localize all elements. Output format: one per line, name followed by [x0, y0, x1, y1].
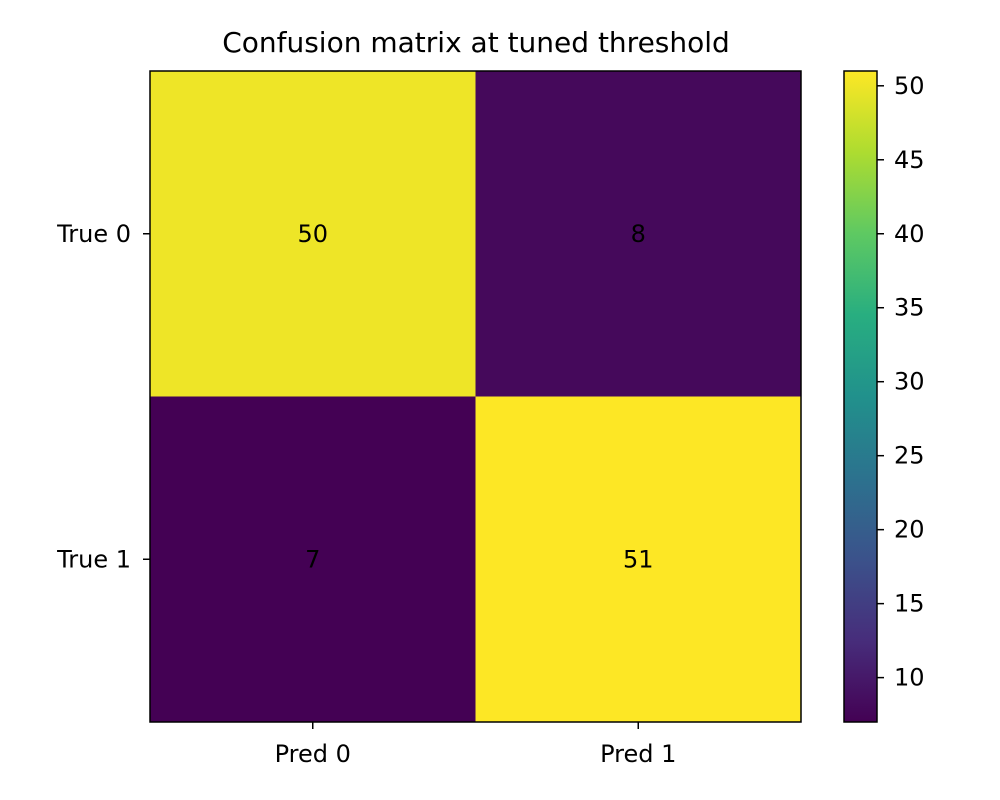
y-tick-label: True 1	[56, 545, 131, 573]
colorbar-axis: 10 15 20 25 30 35 40 45 50	[877, 72, 925, 692]
colorbar-tick-label: 50	[894, 72, 925, 100]
x-axis: Pred 0 Pred 1	[275, 722, 676, 768]
cell-value-label: 7	[305, 545, 320, 573]
colorbar-tick-label: 45	[894, 146, 925, 174]
y-tick-label: True 0	[56, 220, 131, 248]
heatmap-cell	[475, 71, 802, 397]
heatmap-cell	[150, 71, 476, 397]
chart-title: Confusion matrix at tuned threshold	[222, 26, 730, 59]
plot-frame	[149, 70, 802, 723]
heatmap-cells: 50 8 7 51	[150, 71, 802, 723]
colorbar-tick-label: 20	[894, 516, 925, 544]
heatmap-cell	[150, 396, 476, 723]
colorbar	[843, 70, 878, 723]
colorbar-tick-label: 30	[894, 368, 925, 396]
cell-value-label: 8	[631, 220, 646, 248]
cell-value-label: 51	[623, 545, 654, 573]
colorbar-tick-label: 10	[894, 664, 925, 692]
colorbar-tick-label: 25	[894, 442, 925, 470]
colorbar-tick-label: 15	[894, 590, 925, 618]
x-tick-label: Pred 0	[275, 740, 351, 768]
y-axis: True 0 True 1	[56, 220, 150, 573]
colorbar-tick-label: 35	[894, 294, 925, 322]
cell-value-label: 50	[297, 220, 328, 248]
x-tick-label: Pred 1	[600, 740, 676, 768]
heatmap-cell	[475, 396, 802, 723]
colorbar-tick-label: 40	[894, 220, 925, 248]
